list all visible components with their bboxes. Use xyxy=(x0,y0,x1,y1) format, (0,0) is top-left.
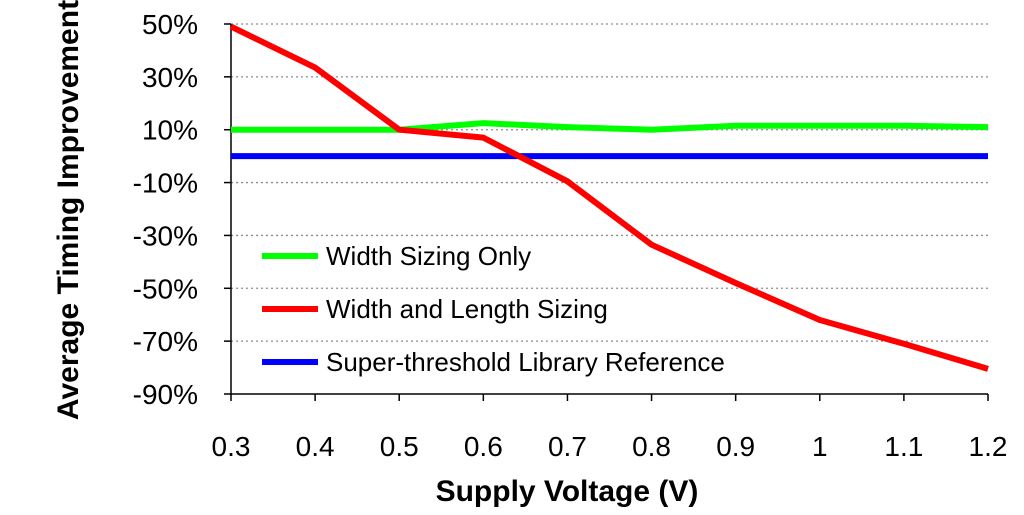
series-lines xyxy=(229,23,989,372)
x-tick-label: 1 xyxy=(812,431,828,462)
y-tick-label: 50% xyxy=(142,9,198,40)
series-line-width-and-length-sizing xyxy=(229,23,989,372)
y-tick-label: -90% xyxy=(133,379,198,410)
y-axis: 50% 30% 10% -10% -30% -50% -70% -90% xyxy=(133,9,232,410)
legend-label-width-sizing-only: Width Sizing Only xyxy=(326,241,531,271)
x-tick-label: 0.5 xyxy=(380,431,419,462)
x-tick-label: 0.6 xyxy=(464,431,503,462)
x-tick-label: 0.4 xyxy=(296,431,335,462)
x-tick-label: 0.7 xyxy=(548,431,587,462)
gridlines xyxy=(231,23,988,342)
y-tick-label: -50% xyxy=(133,273,198,304)
x-tick-label: 0.9 xyxy=(716,431,755,462)
y-axis-title: Average Timing Improvement xyxy=(52,0,85,420)
x-axis: 0.3 0.4 0.5 0.6 0.7 0.8 0.9 1 1.1 1.2 xyxy=(212,393,1008,462)
legend-label-width-and-length-sizing: Width and Length Sizing xyxy=(326,294,608,324)
y-tick-label: -70% xyxy=(133,326,198,357)
x-tick-label: 1.2 xyxy=(969,431,1008,462)
x-tick-label: 1.1 xyxy=(884,431,923,462)
y-tick-label: 10% xyxy=(142,115,198,146)
x-tick-label: 0.8 xyxy=(632,431,671,462)
legend-label-super-threshold-library-reference: Super-threshold Library Reference xyxy=(326,347,725,377)
y-tick-label: -30% xyxy=(133,220,198,251)
x-tick-label: 0.3 xyxy=(212,431,251,462)
series-line-width-sizing-only xyxy=(231,120,989,133)
x-axis-title: Supply Voltage (V) xyxy=(436,475,699,508)
y-tick-label: -10% xyxy=(133,168,198,199)
y-tick-label: 30% xyxy=(142,62,198,93)
legend: Width Sizing Only Width and Length Sizing… xyxy=(262,241,725,377)
